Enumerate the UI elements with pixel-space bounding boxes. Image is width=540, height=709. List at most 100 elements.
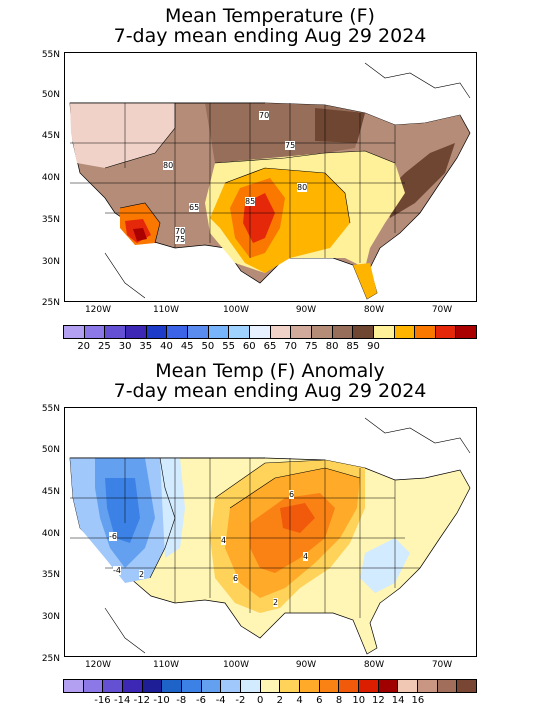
colorbar-swatch <box>398 680 419 692</box>
colorbar-swatch <box>229 326 250 338</box>
contour-label: 80 <box>297 183 308 192</box>
colorbar-label: 40 <box>160 341 173 352</box>
colorbar-swatch <box>123 680 143 692</box>
lat-label: 25N <box>41 298 60 308</box>
colorbar-label: 85 <box>346 341 360 352</box>
colorbar-label: 6 <box>316 695 323 706</box>
lat-label: 50N <box>41 445 60 455</box>
colorbar-swatch <box>162 680 183 692</box>
colorbar-label: -6 <box>196 695 206 706</box>
colorbar-label: 0 <box>256 695 264 706</box>
colorbar-label: 10 <box>352 695 366 706</box>
colorbar-swatch <box>359 680 379 692</box>
lat-label: 40N <box>41 173 60 183</box>
panel2-title-line2: 7-day mean ending Aug 29 2024 <box>113 380 427 402</box>
colorbar-label: 14 <box>391 695 405 706</box>
colorbar-label: -10 <box>153 695 170 706</box>
colorbar-swatch <box>319 680 340 692</box>
lon-label: 110W <box>152 660 180 670</box>
colorbar-swatch <box>84 326 106 338</box>
contour-label: 6 <box>233 574 239 583</box>
contour-label: 70 <box>175 227 186 236</box>
colorbar-swatch <box>64 680 84 692</box>
colorbar-label: 8 <box>335 695 343 706</box>
contour-label: 2 <box>139 570 145 579</box>
colorbar-swatch <box>378 680 399 692</box>
contour-label: -6 <box>109 532 117 541</box>
colorbar-swatch <box>125 326 147 338</box>
colorbar-swatch <box>332 326 354 338</box>
colorbar-label: -2 <box>235 695 246 706</box>
colorbar-swatch <box>187 326 209 338</box>
colorbar-label: 75 <box>305 341 318 352</box>
colorbar-label: 50 <box>201 341 215 352</box>
colorbar-swatch <box>457 680 477 692</box>
colorbar-label: 60 <box>242 341 256 352</box>
mean-temp-colorbar <box>63 325 477 339</box>
colorbar-swatch <box>208 326 230 338</box>
colorbar-label: 2 <box>276 695 284 706</box>
contour-label: 6 <box>289 490 295 499</box>
lon-label: 120W <box>84 660 112 670</box>
colorbar-swatch <box>418 680 438 692</box>
lat-label: 25N <box>41 654 60 664</box>
panel1-title-line2: 7-day mean ending Aug 29 2024 <box>113 25 427 47</box>
colorbar-swatch <box>103 680 124 692</box>
colorbar-label: -8 <box>176 695 187 706</box>
colorbar-label: 12 <box>372 695 385 706</box>
colorbar-swatch <box>353 326 374 338</box>
mean-temp-map-graphic <box>69 62 471 300</box>
panel2-title-line1: Mean Temp (F) Anomaly <box>155 360 385 382</box>
colorbar-swatch <box>415 326 436 338</box>
colorbar-swatch <box>339 680 360 692</box>
colorbar-label: -16 <box>94 695 111 706</box>
colorbar-swatch <box>83 680 104 692</box>
colorbar-swatch <box>435 326 457 338</box>
lon-label: 80W <box>363 660 385 670</box>
lat-label: 55N <box>41 50 60 60</box>
colorbar-label: -14 <box>113 695 131 706</box>
colorbar-swatch <box>167 326 188 338</box>
colorbar-label: 30 <box>118 341 132 352</box>
lon-label: 90W <box>295 305 317 315</box>
colorbar-label: 70 <box>284 341 298 352</box>
contour-label: 4 <box>303 552 309 561</box>
colorbar-label: 35 <box>139 341 153 352</box>
lon-label: 70W <box>431 305 453 315</box>
colorbar-label: 90 <box>367 341 380 352</box>
colorbar-swatch <box>241 680 261 692</box>
contour-label: 75 <box>285 141 296 150</box>
anomaly-colorbar <box>63 679 477 693</box>
contour-label: 70 <box>259 111 270 120</box>
lat-label: 35N <box>41 570 60 580</box>
colorbar-swatch <box>146 326 168 338</box>
colorbar-label: 80 <box>325 341 339 352</box>
colorbar-label: 45 <box>180 341 194 352</box>
lat-label: 45N <box>41 487 60 497</box>
colorbar-label: 4 <box>296 695 303 706</box>
contour-label: 80 <box>163 161 174 170</box>
temp-anomaly-map: 6 -6 4 4 6 -4 2 2 <box>64 407 477 657</box>
mean-temp-map: 70 75 80 80 65 85 70 75 <box>64 52 477 302</box>
contour-label: 2 <box>273 598 279 607</box>
lat-label: 40N <box>41 529 60 539</box>
lon-label: 100W <box>222 660 250 670</box>
colorbar-swatch <box>373 326 395 338</box>
colorbar-swatch <box>394 326 416 338</box>
colorbar-swatch <box>142 680 163 692</box>
colorbar-label: 25 <box>98 341 111 352</box>
lon-label: 110W <box>152 305 180 315</box>
colorbar-swatch <box>291 326 312 338</box>
lat-label: 55N <box>41 404 60 414</box>
colorbar-swatch <box>456 326 477 338</box>
lat-label: 30N <box>41 257 60 267</box>
colorbar-swatch <box>311 326 333 338</box>
contour-label: 75 <box>175 235 186 244</box>
colorbar-label: -4 <box>215 695 226 706</box>
lon-label: 90W <box>295 660 317 670</box>
colorbar-swatch <box>280 680 301 692</box>
colorbar-swatch <box>201 680 222 692</box>
lat-label: 45N <box>41 131 60 141</box>
colorbar-swatch <box>105 326 126 338</box>
colorbar-label: 55 <box>222 341 235 352</box>
